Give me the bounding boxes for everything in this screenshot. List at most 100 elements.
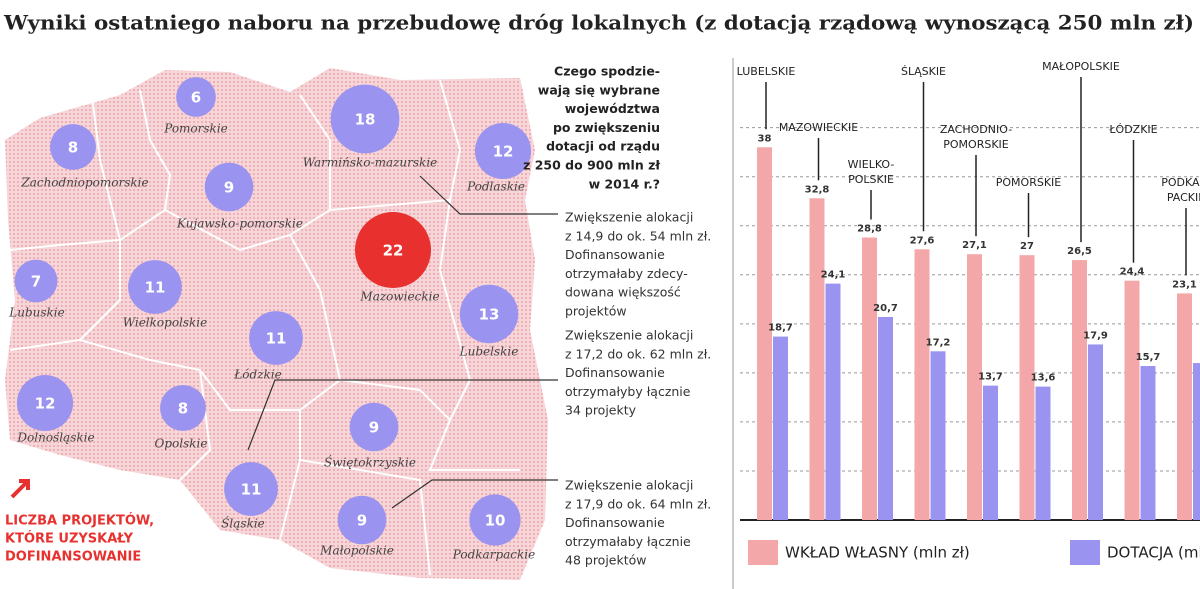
region-label: Podkarpackie [452, 548, 535, 562]
category-label: POMORSKIE [996, 176, 1062, 189]
bar [983, 385, 998, 520]
value-label: 28,8 [857, 224, 882, 235]
value-label: 20,7 [873, 303, 898, 314]
bar [1177, 293, 1192, 520]
region-bubble [176, 77, 216, 117]
region-bubble [204, 162, 254, 212]
value-label: 24,4 [1120, 267, 1145, 278]
value-label: 18,7 [768, 323, 793, 334]
bar [757, 147, 772, 520]
question-line: w 2014 r.? [589, 176, 660, 191]
annotation-line: z 17,2 do ok. 62 mln zł. [565, 346, 711, 361]
annotation-line: z 14,9 do ok. 54 mln zł. [565, 228, 711, 243]
region-bubble [160, 385, 206, 431]
region-bubble [469, 494, 521, 546]
region-bubble [50, 124, 96, 170]
region-count: 10 [485, 512, 506, 530]
question-line: wają się wybrane [538, 82, 660, 97]
annotation-line: 48 projektów [565, 553, 647, 568]
question-line: dotacji od rządu [546, 139, 660, 154]
annotation-line: Dofinansowanie [565, 515, 665, 530]
region-label: Lubelskie [459, 345, 519, 359]
region-bubble [355, 212, 431, 288]
value-label: 15,7 [1136, 352, 1161, 363]
region-bubble [459, 284, 519, 344]
region-count: 6 [191, 89, 201, 107]
region-bubble [16, 374, 74, 432]
region-bubble [14, 259, 58, 303]
value-label: 17,2 [926, 337, 951, 348]
bar [825, 283, 841, 520]
region-label: Dolnośląskie [16, 431, 94, 445]
annotation-line: Zwiększenie alokacji [565, 478, 693, 493]
map-legend: KTÓRE UZYSKAŁY [5, 531, 134, 547]
legend-arrow [10, 479, 30, 499]
legend-swatch [1070, 540, 1100, 565]
bar [1088, 344, 1103, 520]
title: Wyniki ostatniego naboru na przebudowę d… [3, 11, 1194, 35]
value-label: 13,7 [978, 372, 1003, 383]
annotation-line: otrzymałaby łącznie [565, 534, 691, 549]
region-label: Łódzkie [233, 368, 281, 382]
leaders [247, 175, 558, 509]
bar [967, 254, 982, 520]
leader-line [391, 479, 558, 509]
value-label: 24,1 [821, 270, 846, 281]
bar [930, 351, 946, 520]
value-label: 13,6 [1031, 373, 1056, 384]
region-label: Zachodniopomorskie [20, 176, 148, 190]
annotation-line: otrzymałyby łącznie [565, 384, 691, 399]
value-label: 32,8 [805, 184, 830, 195]
map-legend: DOFINANSOWANIE [5, 550, 141, 565]
annotation-line: Zwiększenie alokacji [565, 210, 693, 225]
region-label: Małopolskie [319, 544, 394, 558]
region-bubble [249, 311, 303, 365]
region-count: 22 [383, 242, 404, 260]
question-line: po zwiększeniu [553, 120, 660, 135]
leader-line [419, 175, 558, 215]
region-count: 11 [241, 481, 262, 499]
value-label: 27,6 [910, 235, 935, 246]
region-count: 9 [224, 179, 234, 197]
region-count: 8 [178, 400, 188, 418]
legend-swatch [748, 540, 778, 565]
category-label: MAŁOPOLSKIE [1042, 60, 1120, 73]
region-bubble [224, 462, 278, 516]
bar [1124, 280, 1140, 520]
region-count: 9 [369, 419, 379, 437]
question-line: województwa [565, 101, 660, 116]
region-label: Podlaskie [466, 180, 525, 194]
region-label: Opolskie [155, 437, 208, 451]
bar [1035, 386, 1051, 520]
map-legend: LICZBA PROJEKTÓW, [5, 513, 154, 529]
annotation-line: Dofinansowanie [565, 247, 665, 262]
bar [1140, 366, 1156, 520]
region-label: Pomorskie [163, 122, 228, 136]
region-count: 18 [355, 111, 376, 129]
annotation-line: dowana większość [565, 285, 681, 300]
annotation-line: Zwiększenie alokacji [565, 328, 693, 343]
region-bubble [349, 402, 399, 452]
bar [1072, 260, 1087, 520]
bar [878, 316, 893, 520]
borders [9, 79, 520, 576]
region-count: 7 [31, 273, 41, 291]
annotation-line: 34 projekty [565, 403, 637, 418]
region-count: 11 [145, 279, 166, 297]
annotation-line: Dofinansowanie [565, 365, 665, 380]
annotation-line: otrzymałaby zdecy- [565, 266, 688, 281]
annotation-line: z 17,9 do ok. 64 mln zł. [565, 496, 711, 511]
region-bubble [128, 260, 182, 314]
legend-label: DOTACJA (mln zł) [1107, 544, 1200, 562]
category-label: MAZOWIECKIE [779, 121, 858, 134]
region-bubble [330, 84, 400, 154]
category-label: ŁÓDZKIE [1108, 123, 1157, 136]
region-label: Mazowieckie [359, 290, 439, 304]
value-label: 27,1 [962, 240, 987, 251]
leader-line [247, 379, 558, 451]
bar [809, 198, 825, 520]
region-label: Lubuskie [8, 306, 64, 320]
region-label: Śląskie [221, 515, 265, 531]
region-count: 8 [68, 139, 78, 157]
